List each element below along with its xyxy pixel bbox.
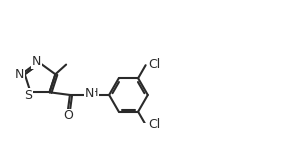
- Text: H: H: [90, 88, 98, 98]
- Text: Cl: Cl: [148, 58, 160, 71]
- Text: N: N: [15, 68, 25, 81]
- Text: Cl: Cl: [148, 118, 160, 131]
- Text: S: S: [25, 89, 32, 102]
- Text: O: O: [63, 109, 73, 122]
- Text: N: N: [32, 55, 41, 68]
- Text: N: N: [85, 87, 94, 100]
